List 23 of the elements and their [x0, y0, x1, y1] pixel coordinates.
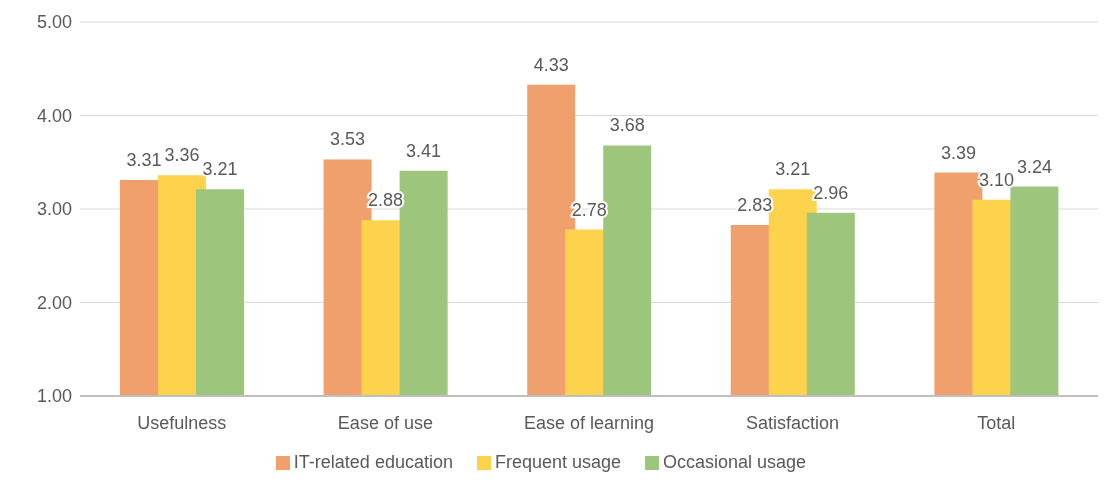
- data-label: 3.53: [330, 129, 366, 150]
- x-tick-label: Ease of use: [337, 412, 433, 433]
- data-label: 3.68: [609, 115, 645, 136]
- data-label: 3.21: [775, 159, 811, 180]
- y-tick-label: 1.00: [36, 386, 72, 407]
- data-label: 3.36: [164, 145, 200, 166]
- legend-label: Occasional usage: [663, 452, 807, 472]
- x-tick-label: Satisfaction: [746, 412, 840, 433]
- y-tick-label: 4.00: [36, 105, 72, 126]
- legend-label: Frequent usage: [494, 452, 622, 472]
- x-tick-label: Usefulness: [137, 412, 227, 433]
- data-label: 3.31: [126, 150, 162, 171]
- y-tick-label: 2.00: [36, 292, 72, 313]
- data-label: 3.24: [1016, 156, 1052, 177]
- data-label: 3.21: [202, 159, 238, 180]
- y-tick-label: 5.00: [36, 12, 72, 33]
- x-tick-label: Ease of learning: [523, 412, 655, 433]
- data-label: 3.39: [940, 142, 976, 163]
- y-tick-label: 3.00: [36, 199, 72, 220]
- x-tick-label: Total: [977, 412, 1016, 433]
- legend-label: IT-related education: [293, 452, 453, 472]
- data-label: 4.33: [533, 54, 569, 75]
- data-label: 3.41: [406, 140, 442, 161]
